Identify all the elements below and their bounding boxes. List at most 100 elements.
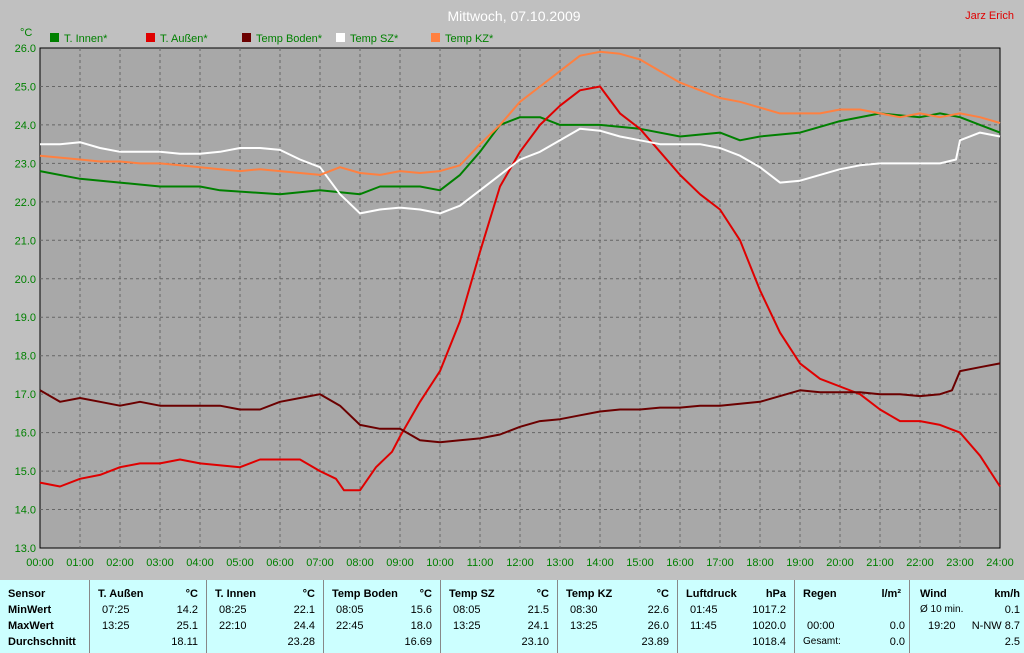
regen-value: 0.0 xyxy=(889,620,905,632)
author-label: Jarz Erich xyxy=(965,10,1014,22)
min-time: 08:05 xyxy=(453,604,481,616)
x-tick-label: 04:00 xyxy=(186,557,214,569)
stats-col-regen: Regen l/m² 00:00 0.0 Gesamt: 0.0 xyxy=(795,580,910,653)
series-lines xyxy=(39,50,1001,492)
legend-swatch-1 xyxy=(146,33,155,42)
legend-label-3: Temp SZ* xyxy=(350,33,399,45)
x-tick-label: 24:00 xyxy=(986,557,1014,569)
min-value: 15.6 xyxy=(410,604,432,616)
x-tick-label: 07:00 xyxy=(306,557,334,569)
stats-col-2: Temp Boden °C 08:05 15.6 22:45 18.0 16.69 xyxy=(324,580,441,653)
legend-swatch-2 xyxy=(242,33,251,42)
max-value: 18.0 xyxy=(410,620,432,632)
y-tick-label: 15.0 xyxy=(15,466,36,478)
chart-title: Mittwoch, 07.10.2009 xyxy=(447,8,580,24)
x-tick-label: 20:00 xyxy=(826,557,854,569)
y-tick-label: 25.0 xyxy=(15,81,36,93)
max-value: 24.4 xyxy=(293,620,315,632)
sensor-header: T. Innen xyxy=(215,588,256,600)
x-tick-label: 08:00 xyxy=(346,557,374,569)
stats-col-3: Temp SZ °C 08:05 21.5 13:25 24.1 23.10 xyxy=(441,580,558,653)
max-value: 24.1 xyxy=(527,620,549,632)
row-label-min: MinWert xyxy=(8,604,52,616)
legend-label-0: T. Innen* xyxy=(64,33,108,45)
row-label-max: MaxWert xyxy=(8,620,54,632)
sensor-header: Temp Boden xyxy=(332,588,398,600)
wind-header: Wind xyxy=(920,588,947,600)
y-tick-label: 26.0 xyxy=(15,43,36,55)
x-tick-label: 14:00 xyxy=(586,557,614,569)
x-tick-label: 21:00 xyxy=(866,557,894,569)
min-value: 21.5 xyxy=(527,604,549,616)
x-tick-label: 18:00 xyxy=(746,557,774,569)
wind-max-value: N-NW 8.7 xyxy=(971,620,1020,632)
sensor-header: T. Außen xyxy=(98,588,144,600)
stats-col-4: Temp KZ °C 08:30 22.6 13:25 26.0 23.89 xyxy=(558,580,678,653)
min-time: 08:25 xyxy=(219,604,247,616)
stats-col-0: T. Außen °C 07:25 14.2 13:25 25.1 18.11 xyxy=(90,580,207,653)
y-axis-ticks: 13.0 14.0 15.0 16.0 17.0 18.0 19.0 20.0 21.0 22.0… xyxy=(15,43,36,555)
y-tick-label: 18.0 xyxy=(15,351,36,363)
sensor-header: Temp SZ xyxy=(449,588,495,600)
sensor-header: Temp KZ xyxy=(566,588,613,600)
max-value: 25.1 xyxy=(176,620,198,632)
wind-unit: km/h xyxy=(994,588,1020,600)
legend-label-2: Temp Boden* xyxy=(256,33,323,45)
min-time: 01:45 xyxy=(690,604,718,616)
avg-value: 23.28 xyxy=(287,636,315,648)
wind-avg-value: 0.1 xyxy=(1004,604,1020,616)
max-time: 11:45 xyxy=(690,620,717,632)
stats-col-5: Luftdruck hPa 01:45 1017.2 11:45 1020.0 1018.4 xyxy=(678,580,795,653)
x-axis-ticks: 00:00 01:00 02:00 03:00 04:00 05:00 06:00 07:00… xyxy=(26,557,1014,569)
x-tick-label: 19:00 xyxy=(786,557,814,569)
max-value: 26.0 xyxy=(647,620,669,632)
max-time: 22:10 xyxy=(219,620,247,632)
min-time: 07:25 xyxy=(102,604,130,616)
max-time: 13:25 xyxy=(453,620,481,632)
wind-max-time: 19:20 xyxy=(928,620,956,632)
x-tick-label: 06:00 xyxy=(266,557,294,569)
series-line-4 xyxy=(39,50,1001,176)
series-line-2 xyxy=(39,362,1001,444)
y-tick-label: 21.0 xyxy=(15,235,36,247)
max-time: 22:45 xyxy=(336,620,364,632)
sensor-unit: °C xyxy=(185,588,198,600)
series-line-3 xyxy=(40,127,1001,215)
y-tick-label: 13.0 xyxy=(15,543,36,555)
x-tick-label: 01:00 xyxy=(66,557,94,569)
sensor-unit: °C xyxy=(536,588,549,600)
sensor-unit: °C xyxy=(419,588,432,600)
y-tick-label: 14.0 xyxy=(15,505,36,517)
wind-avg-total: 2.5 xyxy=(1004,636,1020,648)
stats-col-1: T. Innen °C 08:25 22.1 22:10 24.4 23.28 xyxy=(207,580,324,653)
stats-row-labels: Sensor MinWert MaxWert Durchschnitt xyxy=(0,580,90,653)
row-label-avg: Durchschnitt xyxy=(8,636,76,648)
regen-total-label: Gesamt: xyxy=(803,636,841,647)
max-value: 1020.0 xyxy=(752,620,786,632)
x-tick-label: 05:00 xyxy=(226,557,254,569)
temperature-chart: Mittwoch, 07.10.2009 Jarz Erich °C 13.0 1… xyxy=(14,8,1014,569)
y-tick-label: 23.0 xyxy=(15,158,36,170)
x-tick-label: 09:00 xyxy=(386,557,414,569)
sensor-unit: °C xyxy=(302,588,315,600)
x-tick-label: 11:00 xyxy=(467,557,494,569)
min-value: 14.2 xyxy=(176,604,198,616)
avg-value: 16.69 xyxy=(404,636,432,648)
x-tick-label: 16:00 xyxy=(666,557,694,569)
legend-swatch-3 xyxy=(336,33,345,42)
min-value: 1017.2 xyxy=(752,604,786,616)
x-tick-label: 13:00 xyxy=(546,557,574,569)
row-label-sensor: Sensor xyxy=(8,588,46,600)
legend: T. Innen* T. Außen* Temp Boden* Temp SZ* Tem… xyxy=(50,33,494,45)
y-axis-unit: °C xyxy=(20,27,32,39)
grid-lines xyxy=(40,48,1000,548)
min-time: 08:30 xyxy=(570,604,598,616)
x-tick-label: 10:00 xyxy=(426,557,454,569)
stats-col-wind: Wind km/h Ø 10 min. 0.1 19:20 N-NW 8.7 2… xyxy=(910,580,1024,653)
sensor-unit: hPa xyxy=(765,588,786,600)
legend-swatch-4 xyxy=(431,33,440,42)
regen-total-value: 0.0 xyxy=(889,636,905,648)
y-tick-label: 20.0 xyxy=(15,274,36,286)
min-time: 08:05 xyxy=(336,604,364,616)
stats-table: Sensor MinWert MaxWert Durchschnitt T. A… xyxy=(0,580,1024,653)
